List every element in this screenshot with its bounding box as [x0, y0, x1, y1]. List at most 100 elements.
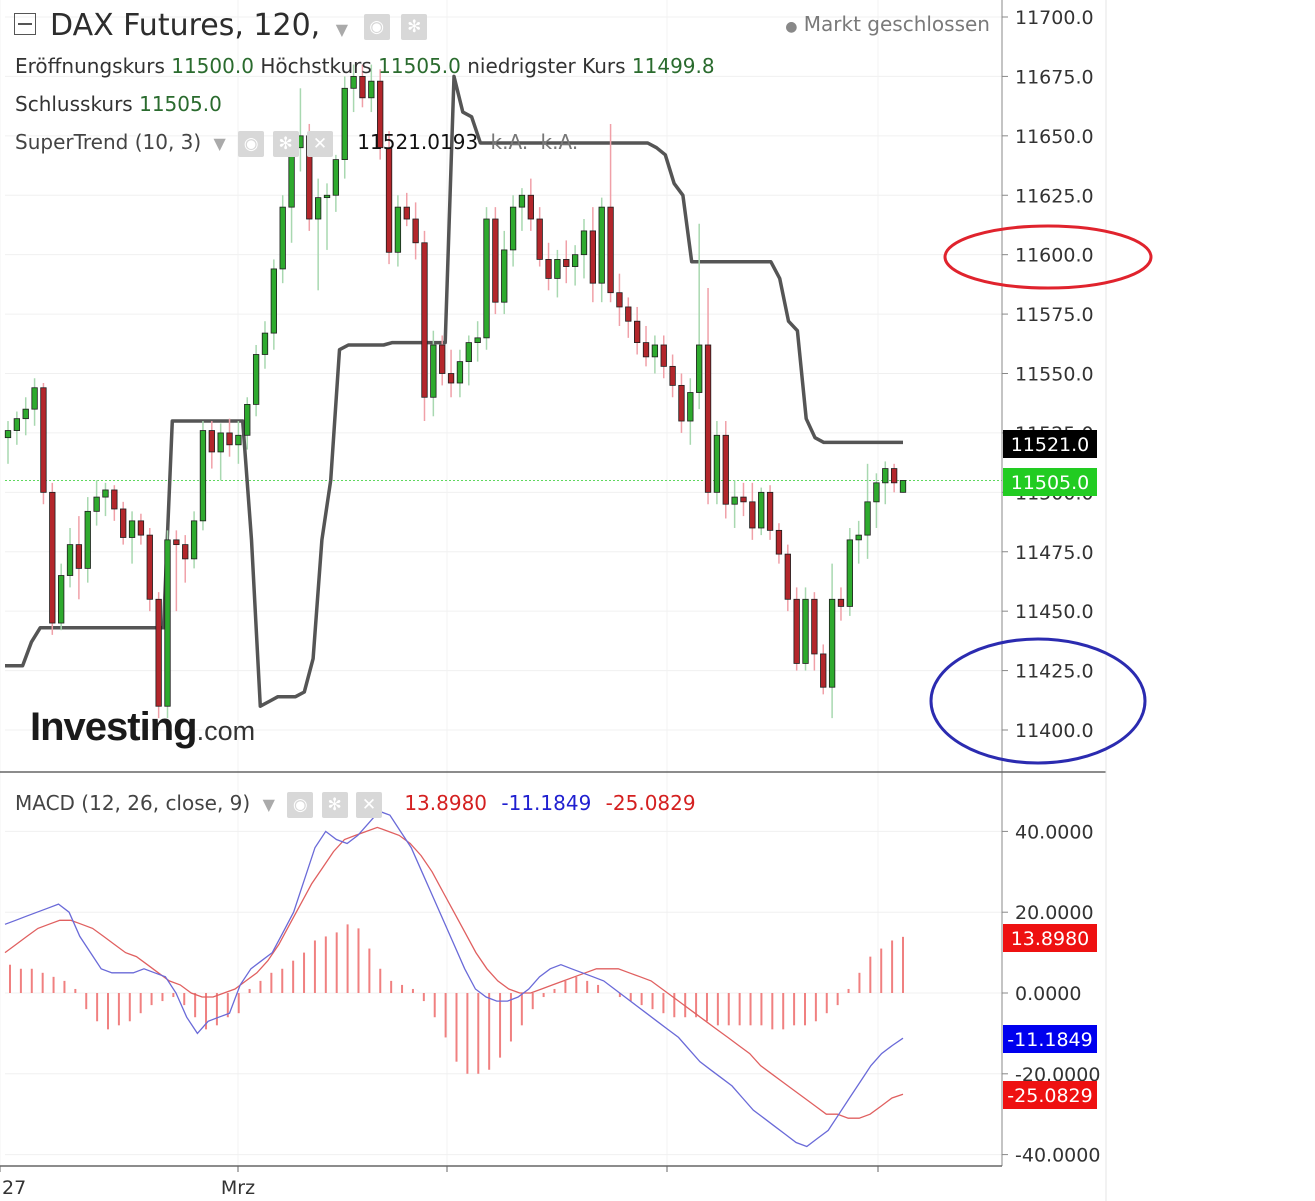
- candle-body: [873, 482, 880, 503]
- gear-icon[interactable]: ✻: [401, 13, 428, 40]
- candle-body: [208, 430, 215, 453]
- time-tick-label: Mrz: [221, 1177, 255, 1199]
- candle-body: [678, 384, 685, 422]
- macd-line-value: -11.1849: [501, 791, 592, 815]
- candle-body: [447, 373, 455, 384]
- close-value: 11505.0: [139, 92, 222, 116]
- price-tick-label: 11575.0: [1015, 304, 1094, 326]
- candle-body: [164, 539, 171, 707]
- candle-body: [403, 206, 410, 220]
- candle-body: [545, 259, 552, 279]
- candle-body: [31, 387, 38, 410]
- candle-body: [598, 206, 605, 284]
- candle: [190, 511, 198, 569]
- candle: [31, 378, 38, 426]
- candle: [634, 306, 641, 355]
- ohlc-row: Eröffnungskurs 11500.0 Höchstkurs 11505.…: [15, 54, 715, 78]
- price-tick-label: 11450.0: [1015, 601, 1094, 623]
- candle-body: [58, 575, 65, 624]
- candle: [855, 520, 862, 564]
- high-label: Höchstkurs: [260, 54, 372, 78]
- supertrend-value: 11521.0193: [357, 130, 479, 154]
- candle: [66, 527, 74, 588]
- candle: [279, 195, 286, 284]
- candle: [403, 192, 410, 227]
- candle-body: [4, 430, 12, 439]
- chevron-down-icon[interactable]: ▼: [335, 20, 349, 39]
- candle-body: [439, 344, 446, 374]
- candle: [155, 592, 162, 719]
- candle-body: [864, 501, 871, 536]
- candle-body: [616, 292, 623, 308]
- candle: [651, 335, 659, 374]
- candle: [40, 383, 47, 505]
- candle: [456, 349, 464, 398]
- candle-body: [332, 159, 340, 196]
- candle: [890, 463, 898, 493]
- gear-icon[interactable]: ✻: [272, 130, 299, 157]
- candle-body: [323, 194, 331, 199]
- status-text: Markt geschlossen: [803, 12, 990, 36]
- candle-body: [128, 520, 136, 538]
- candle-body: [828, 598, 836, 688]
- candle: [563, 240, 570, 284]
- status-dot-icon: ●: [785, 19, 798, 35]
- candle: [704, 287, 712, 505]
- candle: [315, 178, 322, 291]
- candle-body: [589, 230, 596, 284]
- macd-hist-price-label-bg: [1003, 924, 1097, 952]
- candle: [22, 397, 29, 436]
- candle-body: [571, 254, 579, 267]
- macd-signal-price-label-bg: [1003, 1081, 1097, 1109]
- last-price-label: 11505.0: [1011, 472, 1090, 494]
- candle: [439, 335, 446, 386]
- close-icon[interactable]: ✕: [355, 791, 382, 818]
- candle-body: [49, 491, 56, 624]
- candle: [802, 587, 809, 671]
- candle: [226, 418, 233, 457]
- eye-icon[interactable]: ◉: [287, 791, 314, 818]
- candle-body: [235, 434, 242, 446]
- candle-body: [837, 598, 845, 607]
- candle: [244, 397, 251, 450]
- candle-body: [846, 539, 853, 607]
- supertrend-price-label-bg: [1003, 430, 1097, 458]
- chevron-down-icon[interactable]: ▼: [262, 795, 275, 814]
- candle-body: [890, 468, 898, 484]
- eye-icon[interactable]: ◉: [363, 13, 390, 40]
- candle-body: [536, 218, 543, 260]
- chevron-down-icon[interactable]: ▼: [213, 134, 226, 153]
- macd-tick-label: 0.0000: [1015, 983, 1081, 1005]
- candle-body: [359, 76, 366, 99]
- candle: [261, 321, 269, 369]
- macd-line-price-label: -11.1849: [1007, 1029, 1092, 1051]
- candle: [252, 344, 260, 417]
- candle-body: [483, 218, 490, 339]
- macd-hist-price-label: 13.8980: [1011, 928, 1090, 950]
- candle-body: [775, 529, 783, 555]
- candle: [173, 530, 180, 612]
- candle: [412, 202, 419, 260]
- candle-body: [660, 344, 667, 367]
- candle-body: [492, 218, 499, 303]
- close-icon[interactable]: ✕: [306, 130, 333, 157]
- candle-body: [279, 206, 286, 270]
- candle-body: [456, 361, 464, 384]
- open-value: 11500.0: [171, 54, 254, 78]
- price-tick-label: 11425.0: [1015, 661, 1094, 683]
- candle: [182, 535, 189, 583]
- collapse-icon[interactable]: [14, 13, 36, 35]
- eye-icon[interactable]: ◉: [238, 130, 265, 157]
- candle: [696, 223, 703, 410]
- candle-body: [607, 206, 614, 294]
- candle-body: [563, 259, 570, 267]
- candle-body: [111, 489, 118, 510]
- time-tick-label: 27: [2, 1177, 26, 1199]
- candle: [545, 242, 552, 291]
- candle: [828, 563, 836, 719]
- gear-icon[interactable]: ✻: [321, 791, 348, 818]
- red-annotation-ellipse: [943, 224, 1153, 290]
- candle-body: [518, 194, 526, 208]
- candle-body: [642, 342, 650, 358]
